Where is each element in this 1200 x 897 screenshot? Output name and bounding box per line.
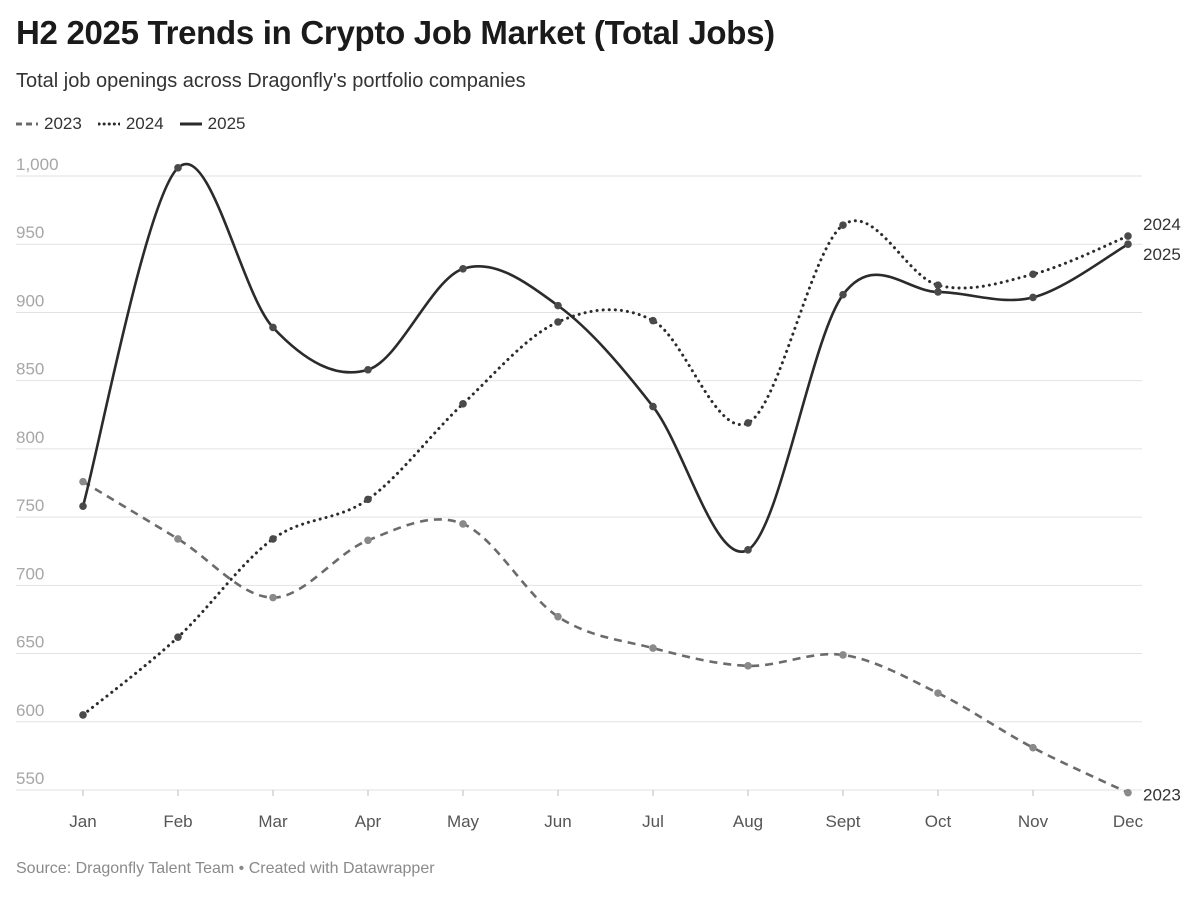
data-point-2024 (1029, 270, 1037, 279)
legend-swatch-dotted-icon (97, 122, 120, 126)
data-point-2024 (174, 633, 182, 641)
y-tick-label: 650 (16, 633, 44, 652)
axis-labels: 550 600 650 700 750 800 850 900 950 1,000 Jan Feb Ma… (16, 155, 1181, 831)
legend-item-2023: 2023 (16, 114, 82, 134)
source-note: Source: Dragonfly Talent Team • Created … (16, 860, 435, 877)
x-tick-label: Aug (733, 812, 763, 831)
x-tick-label: Nov (1018, 812, 1049, 831)
data-point-2023 (554, 612, 562, 621)
data-point-2023 (269, 593, 277, 602)
end-label-2024: 2024 (1143, 215, 1181, 234)
x-tick-label: Jul (642, 812, 664, 831)
y-tick-label: 700 (16, 564, 44, 583)
data-point-2024 (649, 316, 657, 325)
data-point-2023 (744, 662, 752, 670)
data-point-2024 (364, 495, 372, 504)
data-point-2024 (554, 318, 562, 326)
data-point-2024 (79, 711, 87, 719)
legend-label-2025: 2025 (207, 114, 246, 133)
grid (16, 175, 1142, 796)
data-point-2023 (649, 644, 657, 652)
legend-label-2024: 2024 (125, 114, 164, 133)
data-point-2025 (934, 288, 942, 296)
y-tick-label: 1,000 (16, 155, 59, 174)
data-points (79, 164, 1132, 797)
chart-subtitle: Total job openings across Dragonfly's po… (16, 70, 526, 92)
legend-item-2025: 2025 (179, 114, 246, 134)
end-label-2025: 2025 (1143, 245, 1181, 264)
data-point-2024 (1124, 232, 1132, 240)
data-point-2023 (934, 689, 942, 697)
data-point-2025 (364, 365, 372, 374)
y-tick-label: 850 (16, 360, 44, 379)
data-point-2023 (1029, 743, 1037, 752)
x-tick-label: Sept (826, 812, 861, 831)
data-point-2025 (459, 264, 467, 273)
data-point-2023 (839, 651, 847, 659)
data-point-2025 (744, 546, 752, 554)
series-lines (81, 163, 1130, 794)
x-tick-label: Dec (1113, 812, 1144, 831)
data-point-2023 (174, 535, 182, 543)
y-tick-label: 600 (16, 701, 44, 720)
legend-label-2023: 2023 (44, 114, 82, 133)
x-tick-label: Feb (163, 812, 192, 831)
y-tick-label: 900 (16, 291, 44, 310)
data-point-2023 (79, 477, 87, 486)
x-tick-label: Apr (355, 812, 382, 831)
data-point-2023 (1124, 788, 1132, 797)
y-tick-label: 950 (16, 223, 44, 242)
data-point-2025 (839, 290, 847, 299)
series-line-2025 (81, 163, 1129, 554)
chart-title: H2 2025 Trends in Crypto Job Market (Tot… (16, 14, 775, 51)
x-tick-label: May (447, 812, 480, 831)
data-point-2024 (269, 535, 277, 543)
data-point-2023 (364, 536, 372, 545)
data-point-2025 (174, 164, 182, 172)
y-tick-label: 550 (16, 769, 44, 788)
series-line-2024 (81, 219, 1130, 717)
legend-item-2024: 2024 (97, 114, 164, 134)
legend-swatch-solid-icon (179, 122, 202, 126)
data-point-2025 (79, 502, 87, 510)
data-point-2023 (459, 520, 467, 528)
data-point-2025 (1029, 293, 1037, 302)
y-tick-label: 800 (16, 428, 44, 447)
data-point-2024 (459, 400, 467, 408)
legend-swatch-dashed-icon (16, 122, 38, 126)
series-line-2023 (82, 480, 1129, 794)
data-point-2024 (839, 221, 847, 229)
data-point-2025 (554, 301, 562, 310)
data-point-2025 (1124, 240, 1132, 249)
data-point-2025 (269, 323, 277, 332)
x-tick-label: Jan (69, 812, 96, 831)
data-point-2025 (649, 402, 657, 411)
x-tick-label: Mar (258, 812, 288, 831)
x-tick-label: Jun (544, 812, 571, 831)
end-label-2023: 2023 (1143, 786, 1181, 805)
data-point-2024 (744, 419, 752, 427)
line-chart: 550 600 650 700 750 800 850 900 950 1,000 Jan Feb Ma… (16, 155, 1181, 831)
x-tick-label: Oct (925, 812, 952, 831)
legend: 2023 2024 2025 (16, 112, 245, 136)
data-point-2024 (934, 281, 942, 289)
y-tick-label: 750 (16, 496, 44, 515)
